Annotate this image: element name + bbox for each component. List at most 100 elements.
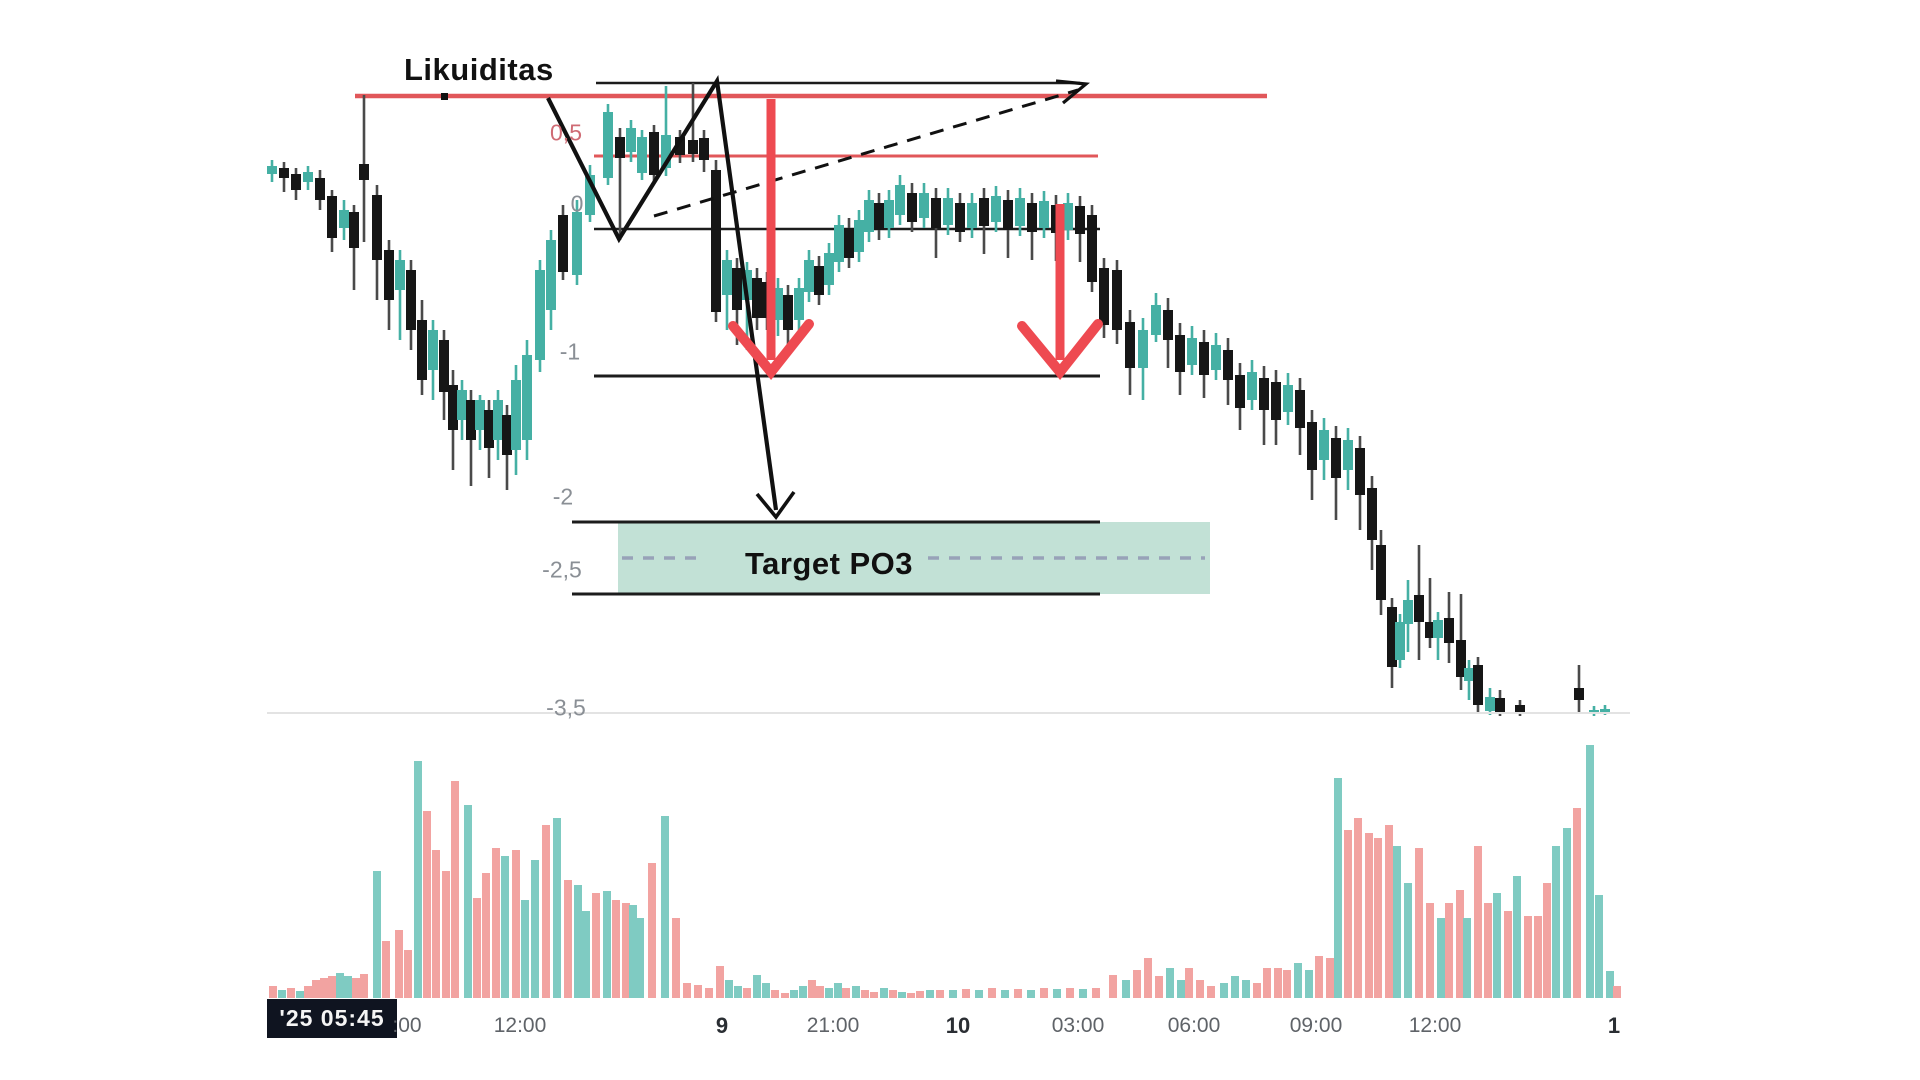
volume-bar [781, 993, 789, 998]
candle-body [824, 253, 834, 285]
candle-body [864, 200, 874, 232]
candle-body [1331, 438, 1341, 478]
volume-bar [1109, 975, 1117, 998]
volume-bar [432, 850, 440, 998]
zigzag-arrowhead [755, 490, 796, 520]
volume-bar [852, 986, 860, 998]
candle-body [637, 137, 647, 173]
candle-body [1247, 372, 1257, 400]
candle-body [428, 330, 438, 370]
volume-bar [898, 992, 906, 998]
candle-body [1015, 198, 1025, 226]
volume-bar [328, 976, 336, 998]
volume-bar [962, 989, 970, 998]
candle-body [991, 196, 1001, 222]
candle-body [675, 137, 685, 155]
volume-bar [382, 941, 390, 998]
candle-body [844, 228, 854, 258]
candle-body [1138, 330, 1148, 368]
candle-body [907, 193, 917, 222]
volume-bar [482, 873, 490, 998]
candle-body [1199, 342, 1209, 375]
candle-body [1163, 310, 1173, 340]
time-tick-label: 12:00 [493, 1014, 547, 1037]
candle-body [931, 198, 941, 228]
candle-body [967, 203, 977, 228]
volume-bar [629, 905, 637, 998]
volume-bar [988, 988, 996, 998]
candle-body [814, 266, 824, 295]
price-tick-label: -2,5 [542, 556, 582, 583]
candle-body [1063, 203, 1073, 230]
volume-bar [592, 893, 600, 998]
candle-body [1099, 268, 1109, 325]
volume-bar [296, 991, 304, 998]
time-tick-label: :00 [392, 1014, 422, 1037]
volume-bar [1274, 968, 1282, 998]
candle-body [303, 172, 313, 182]
volume-bar [716, 966, 724, 998]
volume-bar [531, 860, 539, 998]
volume-bar [542, 825, 550, 998]
candle-body [722, 260, 732, 295]
time-tick-label: 21:00 [806, 1014, 860, 1037]
candle-body [834, 225, 844, 262]
candle-body [1211, 345, 1221, 370]
candle-body [699, 138, 709, 160]
volume-bar [521, 900, 529, 998]
volume-bar [705, 988, 713, 998]
volume-bar [861, 990, 869, 998]
volume-bar [553, 818, 561, 998]
candle-body [1444, 618, 1454, 643]
candle-body [585, 175, 595, 215]
candle-body [1223, 350, 1233, 380]
candle-body [339, 210, 349, 228]
volume-bar [926, 990, 934, 998]
price-tick-label: -2 [552, 483, 574, 510]
volume-bar [1263, 968, 1271, 998]
volume-bar [564, 880, 572, 998]
candle-body [895, 185, 905, 215]
volume-bar [512, 850, 520, 998]
candle-body [1600, 709, 1610, 713]
candle-body [626, 128, 636, 152]
red-down-arrowhead [728, 319, 814, 380]
candle-body [649, 132, 659, 175]
candle-body [417, 320, 427, 380]
dashed-line-arrowhead [1055, 79, 1090, 105]
candle-body [1473, 665, 1483, 705]
volume-bar [1220, 983, 1228, 998]
volume-bar [1315, 956, 1323, 998]
candle-body [1433, 620, 1443, 638]
volume-bar [743, 988, 751, 998]
price-tick-label: 0 [570, 190, 584, 217]
candle-body [955, 203, 965, 232]
volume-bar [1144, 958, 1152, 998]
marker-dot [441, 93, 448, 100]
volume-bar [975, 990, 983, 998]
candle-body [1187, 338, 1197, 365]
candle-body [327, 196, 337, 238]
candle-body [349, 212, 359, 248]
candle-body [267, 166, 277, 174]
candle-body [1259, 378, 1269, 410]
volume-bar [725, 980, 733, 998]
volume-bar [1253, 983, 1261, 998]
candle-body [1367, 488, 1377, 540]
volume-bar [269, 986, 277, 998]
volume-bar [1027, 990, 1035, 998]
volume-bar [1079, 989, 1087, 998]
volume-bar [1595, 895, 1603, 998]
volume-bar [1524, 916, 1532, 998]
time-tick-label: 03:00 [1051, 1014, 1105, 1037]
volume-bar [1513, 876, 1521, 998]
volume-bar [442, 871, 450, 998]
volume-bar [949, 990, 957, 998]
volume-bar [320, 978, 328, 998]
volume-bar [344, 976, 352, 998]
volume-bar [352, 978, 360, 998]
time-tick-label: 06:00 [1167, 1014, 1221, 1037]
candle-body [558, 215, 568, 272]
